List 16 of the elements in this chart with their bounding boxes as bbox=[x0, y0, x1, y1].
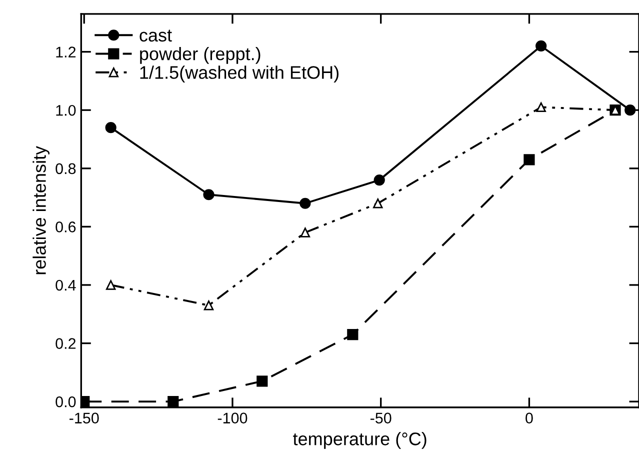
legend-label: 1/1.5(washed with EtOH) bbox=[140, 66, 339, 82]
legend-label: powder (reppt.) bbox=[140, 47, 260, 64]
x-axis-title: temperature (°C) bbox=[293, 432, 426, 449]
y-tick-label: 1.0 bbox=[56, 104, 76, 116]
y-axis-title: relative intensity bbox=[32, 146, 50, 274]
x-tick-label: -150 bbox=[70, 412, 99, 424]
y-tick-label: 0.4 bbox=[56, 280, 76, 291]
y-tick-label: 0.6 bbox=[56, 222, 76, 232]
x-tick-label: -50 bbox=[370, 412, 392, 424]
y-tick-label: 0.2 bbox=[56, 338, 76, 349]
y-tick-label: 0.0 bbox=[56, 396, 76, 408]
y-tick-label: 0.8 bbox=[56, 163, 76, 174]
legend-label: cast bbox=[140, 30, 172, 42]
x-tick-label: -100 bbox=[218, 412, 248, 424]
x-tick-label: 0 bbox=[526, 412, 533, 424]
y-tick-label: 1.2 bbox=[56, 46, 76, 58]
